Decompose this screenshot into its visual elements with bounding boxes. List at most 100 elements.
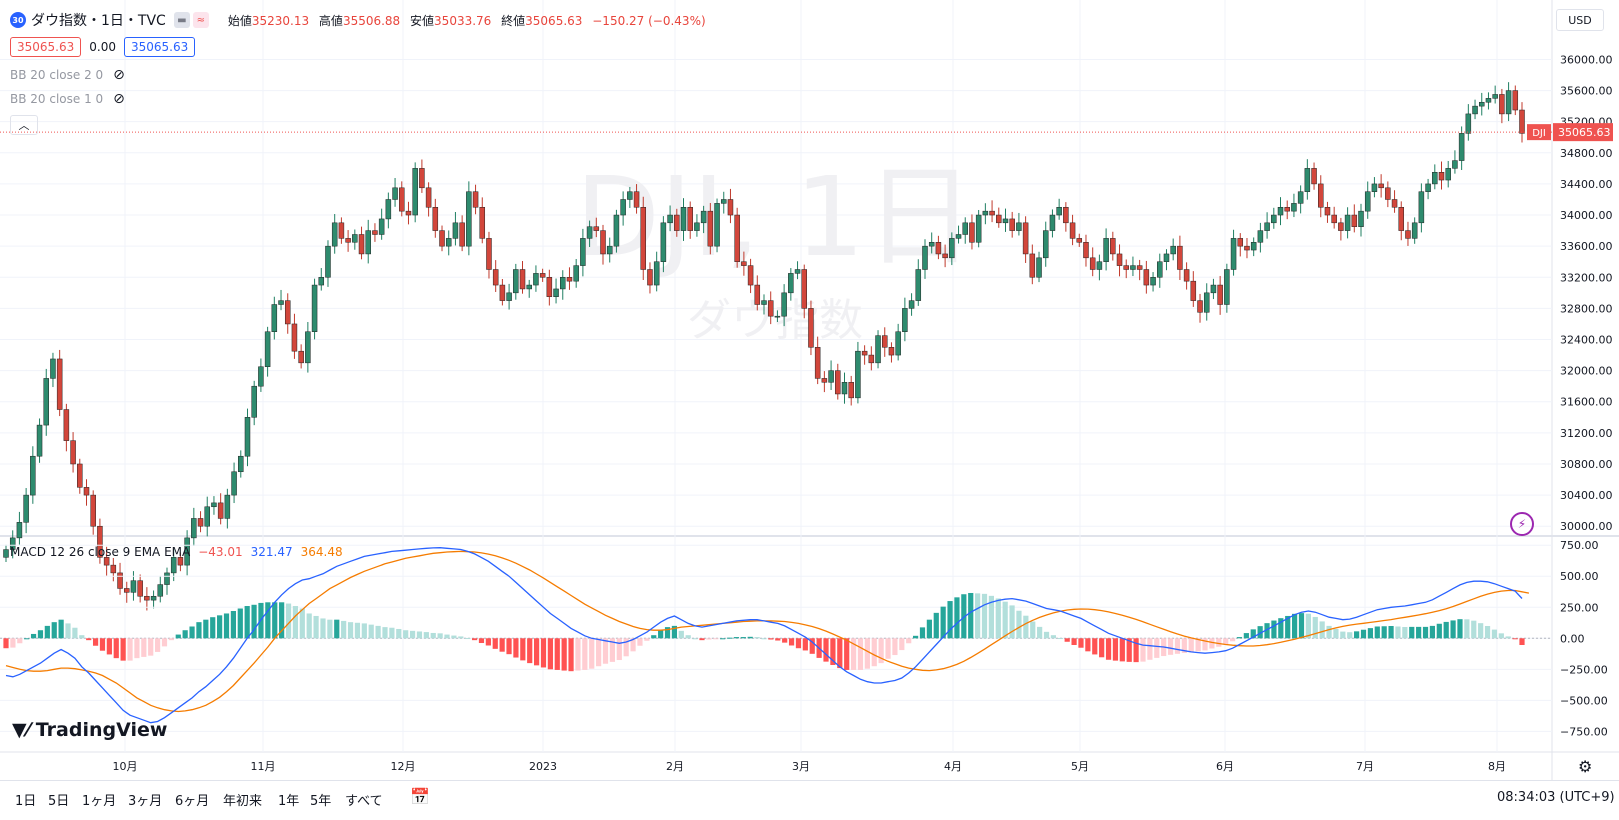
candle-body: [996, 214, 1002, 224]
macd-hist-bar: [430, 632, 436, 639]
candle-body: [647, 269, 653, 286]
macd-hist-bar: [582, 638, 588, 670]
bb2-legend[interactable]: BB 20 close 2 0 ⊘: [10, 67, 125, 83]
minus-icon[interactable]: ▬: [173, 12, 190, 28]
tf-all[interactable]: すべて: [345, 794, 383, 809]
calendar-icon[interactable]: 📅: [410, 787, 430, 806]
macd-hist-bar: [265, 602, 271, 639]
macd-hist-bar: [161, 638, 168, 647]
ask-box[interactable]: 35065.63: [123, 37, 196, 57]
collapse-legend-button[interactable]: ︿: [10, 115, 38, 135]
candle-body: [1271, 214, 1277, 224]
candle-body: [1358, 210, 1364, 227]
candle-body: [801, 269, 807, 309]
macd-hist-bar: [1402, 626, 1408, 639]
tf-ytd[interactable]: 年初来: [223, 794, 263, 809]
macd-hist-bar: [327, 619, 333, 639]
macd-hist-bar: [720, 638, 726, 640]
macd-hist-bar: [692, 638, 698, 640]
macd-hist-bar: [1243, 633, 1249, 639]
macd-hist-bar: [1250, 629, 1256, 639]
candle-body: [439, 230, 445, 247]
macd-hist-bar: [644, 638, 650, 641]
tf-1d[interactable]: 1日: [15, 794, 37, 809]
candle-body: [841, 382, 848, 395]
candle-body: [1385, 187, 1391, 200]
x-tick-label: 12月: [391, 760, 416, 773]
macd-hist-bar: [1471, 620, 1477, 639]
candle-body: [23, 494, 29, 523]
macd-hist-bar: [809, 638, 815, 654]
candle-body: [546, 277, 553, 297]
tradingview-logo[interactable]: ▼⁄ TradingView: [12, 719, 167, 741]
candle-body: [231, 471, 237, 496]
candle-body: [197, 518, 204, 527]
tf-5d[interactable]: 5日: [48, 794, 70, 809]
candle-body: [372, 230, 378, 235]
macd-hist-bar: [837, 638, 843, 669]
candle-body: [170, 557, 177, 574]
macd-hist-bar: [844, 638, 850, 670]
macd-hist-bar: [616, 638, 622, 661]
y-tick-label: 31600.00: [1560, 396, 1613, 409]
candle-body: [868, 354, 875, 364]
candle-body: [1089, 257, 1096, 270]
high-value: 35506.88: [342, 13, 401, 28]
macd-legend[interactable]: MACD 12 26 close 9 EMA EMA −43.01 321.47…: [10, 545, 343, 559]
candle-body: [821, 378, 828, 383]
macd-hist-bar: [1002, 601, 1008, 639]
symbol-badge[interactable]: 30: [10, 12, 26, 28]
y-tick-label: 35600.00: [1560, 85, 1613, 98]
macd-hist-bar: [733, 637, 740, 639]
macd-hist-bar: [1050, 635, 1057, 639]
candle-body: [888, 347, 895, 356]
macd-hist-bar: [1216, 638, 1222, 647]
y-tick-label: 33600.00: [1560, 240, 1613, 253]
macd-hist-bar: [1043, 631, 1050, 639]
wave-icon[interactable]: ≈: [192, 12, 209, 28]
macd-hist-bar: [1181, 638, 1187, 653]
eye-off-icon[interactable]: ⊘: [113, 91, 125, 107]
macd-hist-bar: [51, 622, 57, 639]
low-label: 安値: [410, 13, 435, 28]
currency-button[interactable]: USD: [1556, 9, 1604, 31]
tf-6m[interactable]: 6ヶ月: [175, 794, 210, 809]
tf-3m[interactable]: 3ヶ月: [128, 794, 163, 809]
gear-icon[interactable]: ⚙: [1578, 757, 1593, 776]
candle-body: [573, 265, 579, 282]
candle-body: [586, 226, 593, 239]
tf-5y[interactable]: 5年: [310, 794, 332, 809]
macd-hist-bar: [44, 625, 50, 639]
bid-box[interactable]: 35065.63: [10, 37, 82, 57]
tf-1y[interactable]: 1年: [278, 794, 300, 809]
candle-body: [1022, 222, 1029, 255]
eye-off-icon[interactable]: ⊘: [113, 67, 125, 83]
candle-body: [580, 238, 586, 266]
macd-hist-bar: [1037, 626, 1043, 639]
macd-hist-bar: [747, 636, 753, 639]
macd-hist-bar: [995, 598, 1001, 639]
symbol-title[interactable]: ダウ指数・1日・TVC: [31, 13, 166, 29]
y-tick-label: 33200.00: [1560, 271, 1613, 284]
macd-hist-bar: [988, 595, 994, 639]
clock[interactable]: 08:34:03 (UTC+9): [1497, 790, 1615, 805]
macd-hist-bar: [864, 638, 870, 669]
lightning-icon[interactable]: ⚡: [1510, 512, 1534, 536]
candle-body: [1512, 90, 1519, 111]
tf-1m[interactable]: 1ヶ月: [82, 794, 117, 809]
candle-body: [164, 572, 170, 585]
macd-hist-bar: [871, 638, 877, 667]
bb1-legend[interactable]: BB 20 close 1 0 ⊘: [10, 91, 125, 107]
candle-body: [211, 502, 217, 508]
candle-body: [70, 440, 76, 465]
macd-hist-bar: [1347, 632, 1353, 639]
macd-hist-bar: [892, 638, 898, 656]
candle-body: [1157, 261, 1163, 278]
candle-body: [519, 269, 526, 290]
macd-hist-bar: [113, 638, 119, 659]
candle-body: [1344, 214, 1351, 231]
macd-hist-bar: [1498, 633, 1504, 639]
macd-hist-bar: [506, 638, 512, 655]
candle-body: [1405, 230, 1411, 239]
